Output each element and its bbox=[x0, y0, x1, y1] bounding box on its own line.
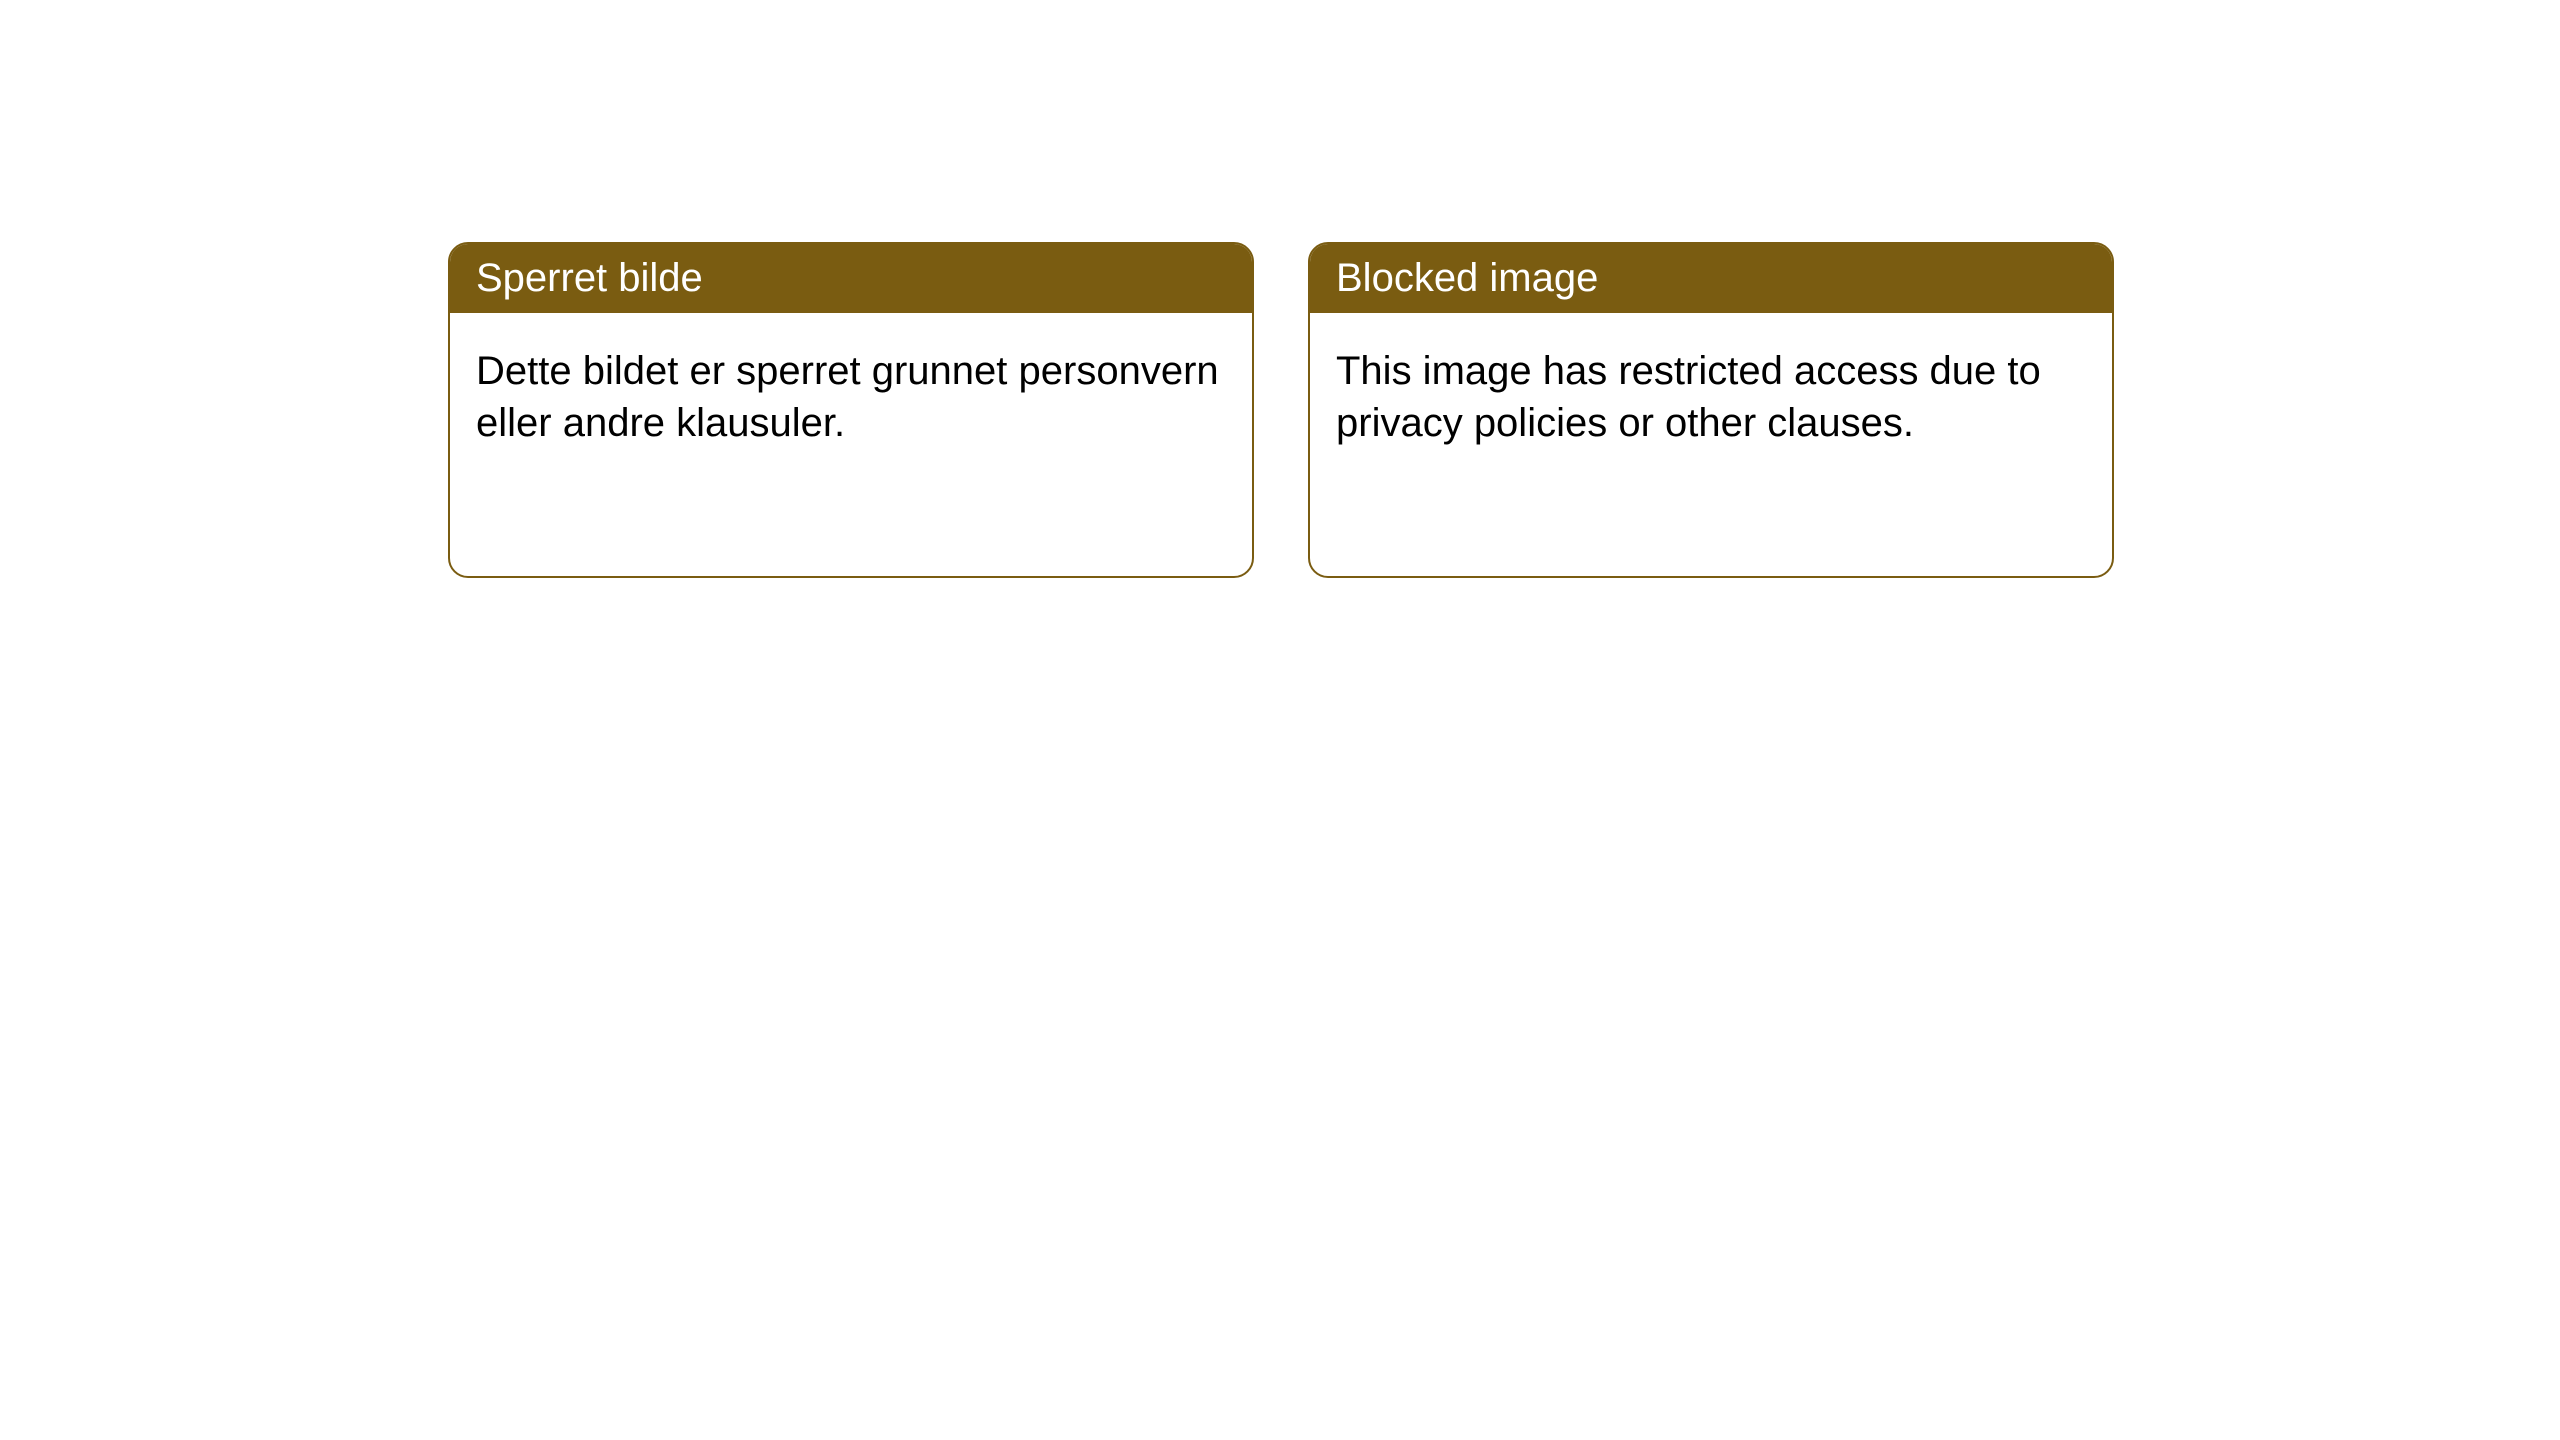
card-body-text: This image has restricted access due to … bbox=[1336, 349, 2041, 445]
card-body: This image has restricted access due to … bbox=[1310, 313, 2112, 481]
notice-card-english: Blocked image This image has restricted … bbox=[1308, 242, 2114, 578]
card-title: Sperret bilde bbox=[476, 256, 703, 300]
card-title: Blocked image bbox=[1336, 256, 1598, 300]
notice-card-norwegian: Sperret bilde Dette bildet er sperret gr… bbox=[448, 242, 1254, 578]
card-body: Dette bildet er sperret grunnet personve… bbox=[450, 313, 1252, 481]
card-header: Sperret bilde bbox=[450, 244, 1252, 313]
notice-container: Sperret bilde Dette bildet er sperret gr… bbox=[0, 0, 2560, 578]
card-body-text: Dette bildet er sperret grunnet personve… bbox=[476, 349, 1219, 445]
card-header: Blocked image bbox=[1310, 244, 2112, 313]
